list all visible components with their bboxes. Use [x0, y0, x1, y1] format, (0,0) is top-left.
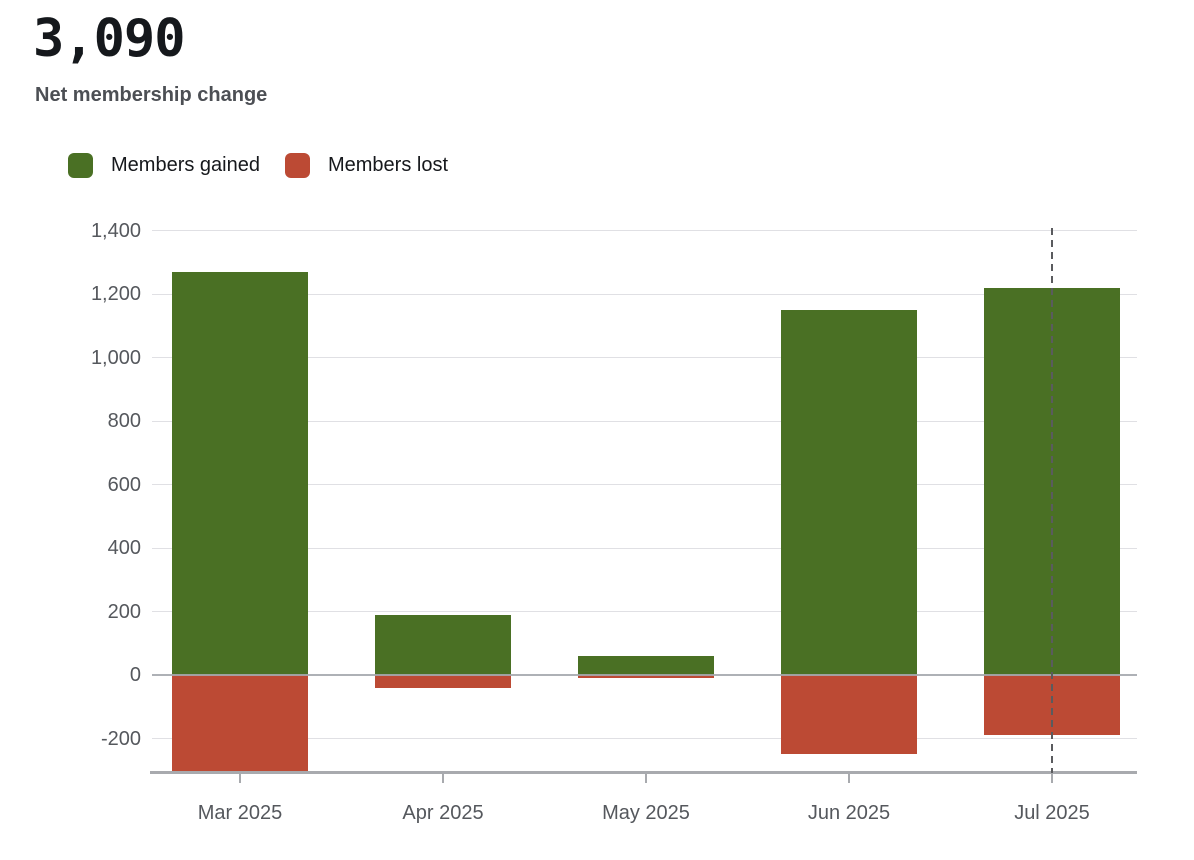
legend-label-members-gained: Members gained — [111, 154, 260, 176]
chart-legend: Members gained Members lost — [68, 153, 448, 178]
x-tick-label-mar-2025: Mar 2025 — [197, 802, 283, 824]
bar-lost-jun-2025[interactable] — [781, 675, 917, 755]
gridline-y-1200 — [152, 293, 1137, 295]
members-lost-swatch — [284, 153, 310, 178]
members-gained-swatch — [68, 153, 93, 178]
gridline-y-1000 — [152, 357, 1137, 358]
current-period-dashed-line — [1051, 228, 1053, 773]
x-tick-mark-apr-2025 — [442, 774, 444, 783]
bar-lost-mar-2025[interactable] — [172, 675, 308, 774]
x-tick-mark-may-2025 — [645, 774, 647, 783]
gridline-y-400 — [152, 547, 1137, 549]
y-tick-label-1200: 1,200 — [90, 283, 141, 305]
bar-gained-may-2025[interactable] — [578, 655, 714, 675]
y-tick-label-800: 800 — [107, 410, 141, 432]
y-tick-label-0: 0 — [129, 664, 141, 686]
gridline-y-200 — [152, 611, 1137, 612]
chart-subtitle: Net membership change — [35, 84, 268, 106]
legend-item-members-gained[interactable]: Members gained — [68, 153, 260, 178]
x-tick-mark-jun-2025 — [848, 774, 850, 783]
x-axis-line — [150, 771, 1137, 774]
net-change-value: 3,090 — [33, 9, 186, 69]
gridline-y-600 — [152, 484, 1137, 485]
y-tick-label-1000: 1,000 — [90, 346, 141, 369]
legend-item-members-lost[interactable]: Members lost — [284, 153, 448, 178]
bar-gained-apr-2025[interactable] — [375, 614, 511, 675]
y-tick-label-1400: 1,400 — [90, 219, 141, 242]
x-tick-label-jul-2025: Jul 2025 — [1014, 802, 1090, 824]
x-tick-mark-jul-2025 — [1051, 774, 1053, 783]
y-tick-label-600: 600 — [107, 473, 141, 496]
x-tick-mark-mar-2025 — [239, 774, 241, 783]
bar-lost-apr-2025[interactable] — [375, 675, 511, 688]
y-tick-label-400: 400 — [107, 537, 141, 559]
y-tick-label--200: -200 — [100, 727, 141, 750]
x-tick-label-jun-2025: Jun 2025 — [807, 802, 891, 824]
gridline-y-800 — [152, 420, 1137, 422]
gridline-y-1400 — [152, 230, 1137, 231]
y-tick-label-200: 200 — [107, 600, 141, 623]
bar-gained-mar-2025[interactable] — [172, 271, 308, 675]
bar-gained-jun-2025[interactable] — [781, 309, 917, 675]
x-tick-label-apr-2025: Apr 2025 — [402, 802, 484, 824]
bar-lost-may-2025[interactable] — [578, 675, 714, 679]
gridline-y--200 — [152, 738, 1137, 739]
legend-label-members-lost: Members lost — [327, 154, 448, 176]
zero-baseline — [152, 674, 1137, 676]
x-tick-label-may-2025: May 2025 — [602, 802, 690, 824]
